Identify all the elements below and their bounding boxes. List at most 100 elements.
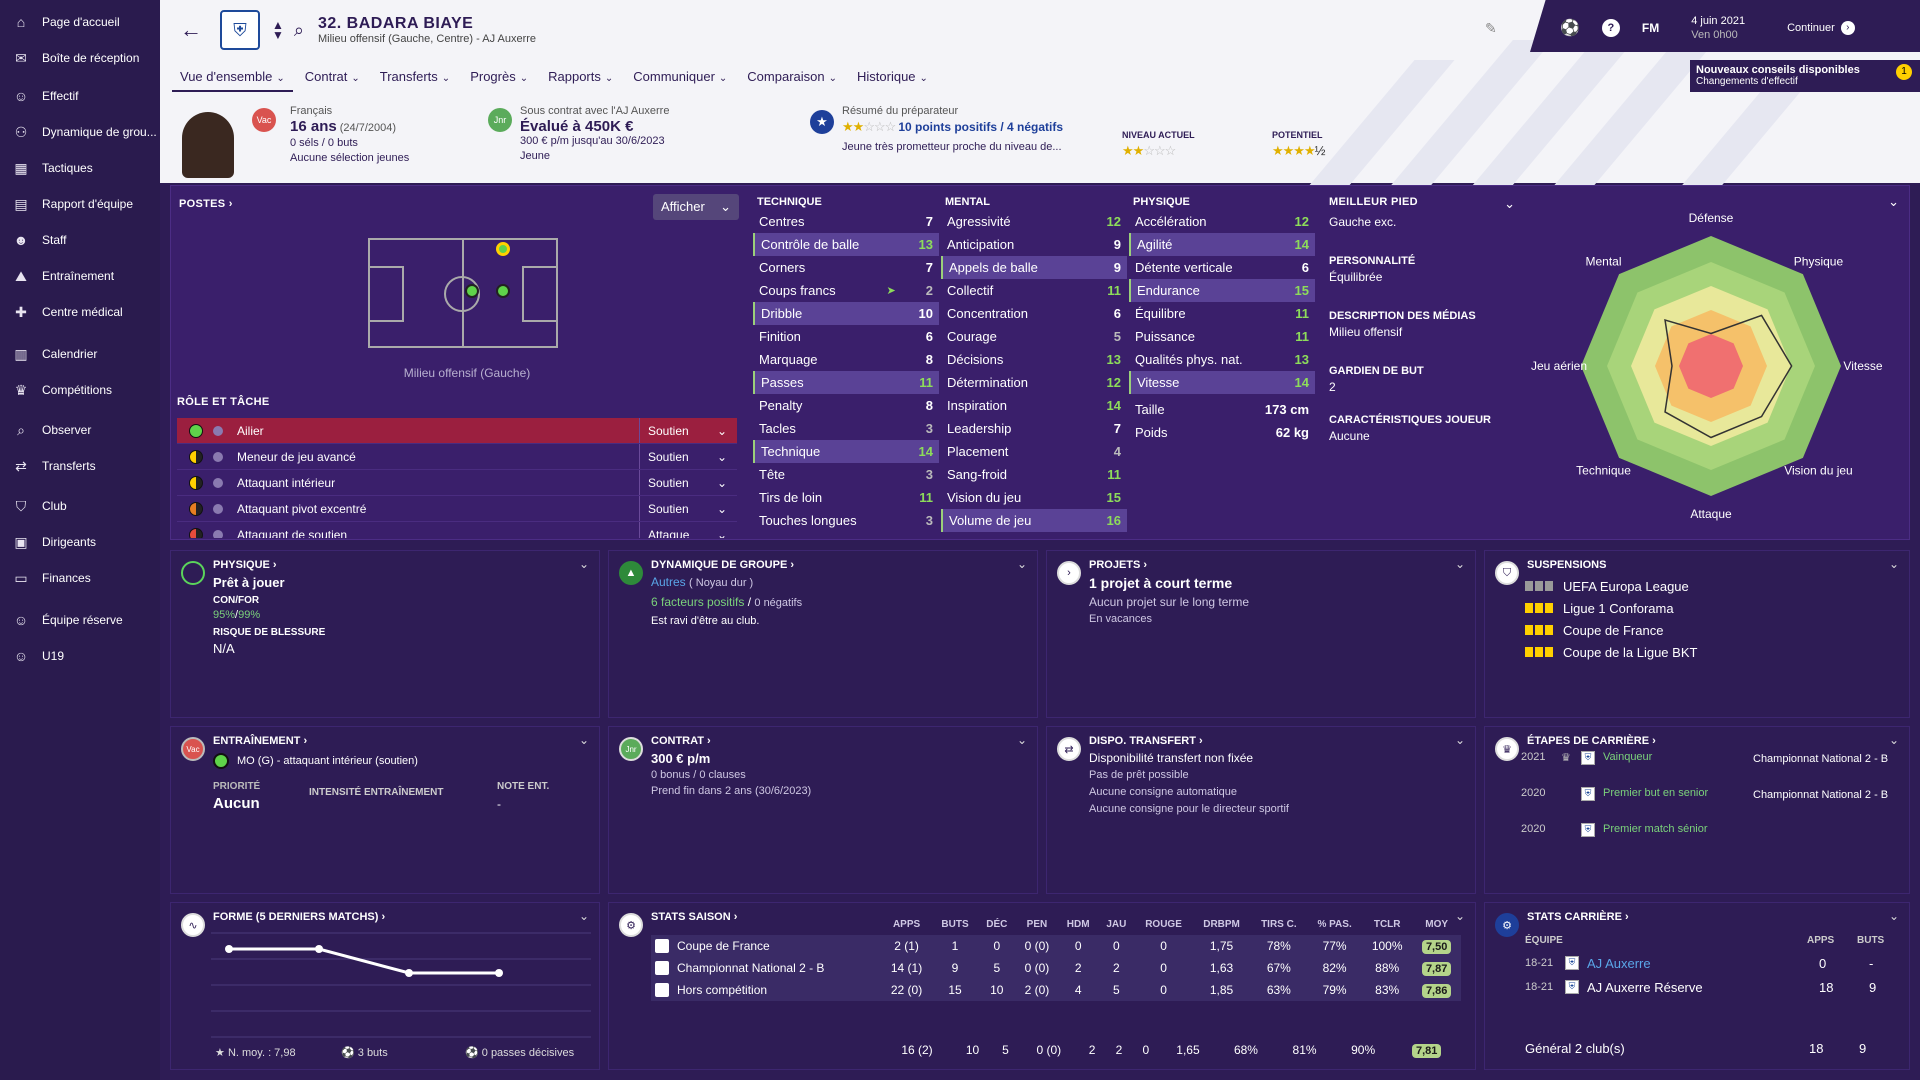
club-crest[interactable]: ⛨: [220, 10, 260, 50]
role-row-attaquant-de-soutien[interactable]: Attaquant de soutien Attaque ⌄: [177, 522, 737, 538]
chevron-down-icon[interactable]: ⌄: [1016, 733, 1027, 747]
attribute-puissance[interactable]: Puissance 11: [1129, 325, 1315, 348]
sidebar-item-observer[interactable]: ⌕ Observer: [0, 412, 160, 448]
continue-button[interactable]: Continuer ›: [1787, 21, 1855, 35]
sidebar-item-finances[interactable]: ▭ Finances: [0, 560, 160, 596]
form-point[interactable]: [225, 945, 233, 953]
attribute-technique[interactable]: Technique 14: [753, 440, 939, 463]
attribute-dribble[interactable]: Dribble 10: [753, 302, 939, 325]
attribute-equilibre[interactable]: Équilibre 11: [1129, 302, 1315, 325]
season-header[interactable]: % PAS.: [1317, 918, 1352, 930]
projects-card[interactable]: › PROJETS › ⌄ 1 projet à court terme Auc…: [1046, 550, 1476, 718]
tab-communiquer[interactable]: Communiquer ⌄: [625, 68, 735, 92]
competition-name[interactable]: Hors compétition: [677, 982, 768, 997]
info-icon[interactable]: [213, 477, 223, 488]
chevron-down-icon[interactable]: ⌄: [1888, 557, 1899, 571]
suspensions-card[interactable]: ⛉ SUSPENSIONS ⌄ UEFA Europa League Ligue …: [1484, 550, 1910, 718]
attribute-placement[interactable]: Placement 4: [941, 440, 1127, 463]
season-header[interactable]: MOY: [1425, 918, 1449, 930]
career-team[interactable]: AJ Auxerre: [1587, 955, 1651, 971]
duty-dropdown[interactable]: Soutien ⌄: [639, 496, 737, 521]
sidebar-item-boite-de-reception[interactable]: ✉ Boîte de réception: [0, 40, 160, 76]
form-point[interactable]: [405, 969, 413, 977]
sidebar-item-competitions[interactable]: ♛ Compétitions: [0, 372, 160, 408]
season-header[interactable]: ROUGE: [1145, 918, 1182, 930]
sidebar-item-entrainement[interactable]: ⛰ Entraînement: [0, 258, 160, 294]
season-header[interactable]: APPS: [892, 918, 921, 930]
form-card[interactable]: ∿ FORME (5 DERNIERS MATCHS) › ⌄ ★ N. moy…: [170, 902, 600, 1070]
duty-dropdown[interactable]: Soutien ⌄: [639, 444, 737, 469]
role-row-attaquant-interieur[interactable]: Attaquant intérieur Soutien ⌄: [177, 470, 737, 496]
attribute-tacles[interactable]: Tacles 3: [753, 417, 939, 440]
duty-dropdown[interactable]: Soutien ⌄: [639, 470, 737, 495]
sidebar-item-u19[interactable]: ☺ U19: [0, 638, 160, 674]
sidebar-item-dynamique-de-grou[interactable]: ⚇ Dynamique de grou...: [0, 114, 160, 150]
attribute-detente-verticale[interactable]: Détente verticale 6: [1129, 256, 1315, 279]
attribute-volume-de-jeu[interactable]: Volume de jeu 16: [941, 509, 1127, 532]
attribute-sang-froid[interactable]: Sang-froid 11: [941, 463, 1127, 486]
chevron-down-icon[interactable]: ⌄: [1016, 557, 1027, 571]
help-icon[interactable]: ?: [1601, 19, 1620, 37]
role-row-meneur-de-jeu-avance[interactable]: Meneur de jeu avancé Soutien ⌄: [177, 444, 737, 470]
duty-dropdown[interactable]: Attaque ⌄: [639, 522, 737, 538]
attribute-touches-longues[interactable]: Touches longues 3: [753, 509, 939, 532]
chevron-down-icon[interactable]: ⌄: [578, 733, 589, 747]
competition-name[interactable]: Championnat National 2 - B: [677, 960, 825, 975]
tab-vue-d-ensemble[interactable]: Vue d'ensemble ⌄: [172, 68, 293, 92]
back-arrow-icon[interactable]: ←: [180, 17, 202, 42]
show-dropdown[interactable]: Afficher ⌄: [653, 194, 739, 220]
attribute-passes[interactable]: Passes 11: [753, 371, 939, 394]
attribute-collectif[interactable]: Collectif 11: [941, 279, 1127, 302]
tab-historique[interactable]: Historique ⌄: [849, 68, 936, 92]
career-team[interactable]: AJ Auxerre Réserve: [1587, 979, 1703, 995]
attribute-agressivite[interactable]: Agressivité 12: [941, 210, 1127, 233]
milestone-event[interactable]: Premier but en senior: [1603, 787, 1709, 799]
tab-transferts[interactable]: Transferts ⌄: [372, 68, 458, 92]
attribute-acceleration[interactable]: Accélération 12: [1129, 210, 1315, 233]
chevron-down-icon[interactable]: ⌄: [578, 909, 589, 923]
season-header[interactable]: TCLR: [1373, 918, 1401, 930]
milestone-event[interactable]: Premier match sénior: [1603, 823, 1708, 835]
edit-pencil-icon[interactable]: ✎: [1485, 20, 1497, 36]
season-header[interactable]: TIRS C.: [1261, 918, 1297, 930]
attribute-marquage[interactable]: Marquage 8: [753, 348, 939, 371]
attribute-tete[interactable]: Tête 3: [753, 463, 939, 486]
attribute-corners[interactable]: Corners 7: [753, 256, 939, 279]
contract-card[interactable]: Jnr CONTRAT › ⌄ 300 € p/m 0 bonus / 0 cl…: [608, 726, 1038, 894]
attribute-determination[interactable]: Détermination 12: [941, 371, 1127, 394]
attribute-inspiration[interactable]: Inspiration 14: [941, 394, 1127, 417]
attribute-penalty[interactable]: Penalty 8: [753, 394, 939, 417]
milestone-event[interactable]: Vainqueur: [1603, 751, 1653, 763]
season-header[interactable]: DÉC: [986, 918, 1008, 930]
career-card[interactable]: ♛ ÉTAPES DE CARRIÈRE › ⌄ 2021 ♛ ⛨ Vainqueur…: [1484, 726, 1910, 894]
info-icon[interactable]: [213, 503, 223, 514]
chevron-down-icon[interactable]: ⌄: [1504, 196, 1515, 211]
season-header[interactable]: BUTS: [941, 918, 969, 930]
chevron-down-icon[interactable]: ⌄: [1454, 557, 1465, 571]
attribute-coups-francs[interactable]: Coups francs ➤ 2: [753, 279, 939, 302]
competition-name[interactable]: Coupe de France: [677, 938, 770, 953]
tab-rapports[interactable]: Rapports ⌄: [540, 68, 621, 92]
role-row-attaquant-pivot-excentre[interactable]: Attaquant pivot excentré Soutien ⌄: [177, 496, 737, 522]
attribute-endurance[interactable]: Endurance 15: [1129, 279, 1315, 302]
transfer-card[interactable]: ⇄ DISPO. TRANSFERT › ⌄ Disponibilité tra…: [1046, 726, 1476, 894]
chevron-down-icon[interactable]: ⌄: [1888, 909, 1899, 923]
attribute-qualites-phys-nat[interactable]: Qualités phys. nat. 13: [1129, 348, 1315, 371]
coach-summary[interactable]: 10 points positifs / 4 négatifs: [898, 120, 1064, 134]
chevron-down-icon[interactable]: ⌄: [1454, 733, 1465, 747]
tab-progres[interactable]: Progrès ⌄: [462, 68, 536, 92]
season-stats-card[interactable]: ⚙ STATS SAISON › ⌄ APPS BUTS DÉC PEN HDM JAU R…: [608, 902, 1476, 1070]
season-header[interactable]: PEN: [1026, 918, 1048, 930]
season-header[interactable]: JAU: [1106, 918, 1127, 930]
sidebar-item-club[interactable]: ⛉ Club: [0, 488, 160, 524]
season-header[interactable]: DRBPM: [1203, 918, 1240, 930]
player-nav-arrows-icon[interactable]: ▲ ▼: [272, 18, 284, 42]
physique-card[interactable]: PHYSIQUE › ⌄ Prêt à jouer CON/FOR 95%/99…: [170, 550, 600, 718]
attribute-decisions[interactable]: Décisions 13: [941, 348, 1127, 371]
fm-logo[interactable]: FM: [1641, 21, 1660, 35]
chevron-down-icon[interactable]: ⌄: [1454, 909, 1465, 923]
info-icon[interactable]: [213, 451, 223, 462]
chevron-down-icon[interactable]: ⌄: [578, 557, 589, 571]
football-icon[interactable]: ⚽: [1560, 20, 1580, 37]
tab-contrat[interactable]: Contrat ⌄: [297, 68, 368, 92]
